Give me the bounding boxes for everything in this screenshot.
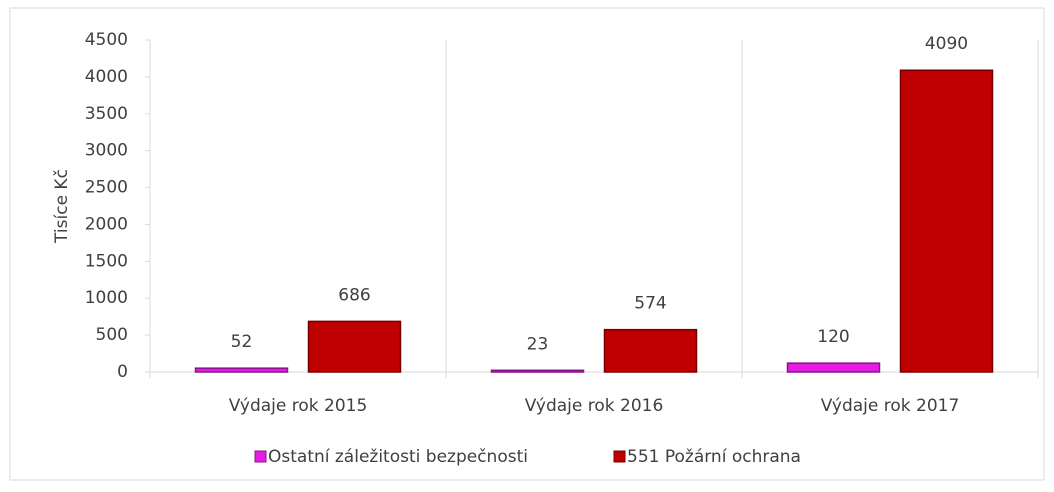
y-tick-label: 500 [96,325,128,345]
y-axis-label: Tisíce Kč [52,169,72,244]
data-label: 574 [634,294,666,314]
bar [786,362,881,373]
x-tick-label: Výdaje rok 2016 [525,396,664,416]
x-tick-label: Výdaje rok 2017 [821,396,960,416]
bar [194,367,289,373]
data-label: 120 [817,327,849,347]
bar [899,69,994,373]
legend-swatch [254,450,267,463]
bar [603,328,698,373]
x-tick-label: Výdaje rok 2015 [229,396,368,416]
bar [307,320,402,373]
y-tick-label: 1500 [85,251,128,271]
data-label: 4090 [925,34,968,54]
y-tick-label: 4500 [85,30,128,50]
legend-swatch [613,450,626,463]
legend-label: Ostatní záležitosti bezpečnosti [268,447,528,467]
data-label: 52 [231,332,253,352]
legend-label: 551 Požární ochrana [627,447,801,467]
y-tick-label: 3500 [85,104,128,124]
bar [490,369,585,373]
y-tick-label: 2000 [85,214,128,234]
chart-border [9,7,1045,481]
y-tick-label: 0 [117,362,128,382]
y-tick-label: 1000 [85,288,128,308]
y-tick-label: 3000 [85,141,128,161]
y-tick-label: 4000 [85,67,128,87]
data-label: 23 [527,334,549,354]
y-tick-label: 2500 [85,178,128,198]
data-label: 686 [338,285,370,305]
